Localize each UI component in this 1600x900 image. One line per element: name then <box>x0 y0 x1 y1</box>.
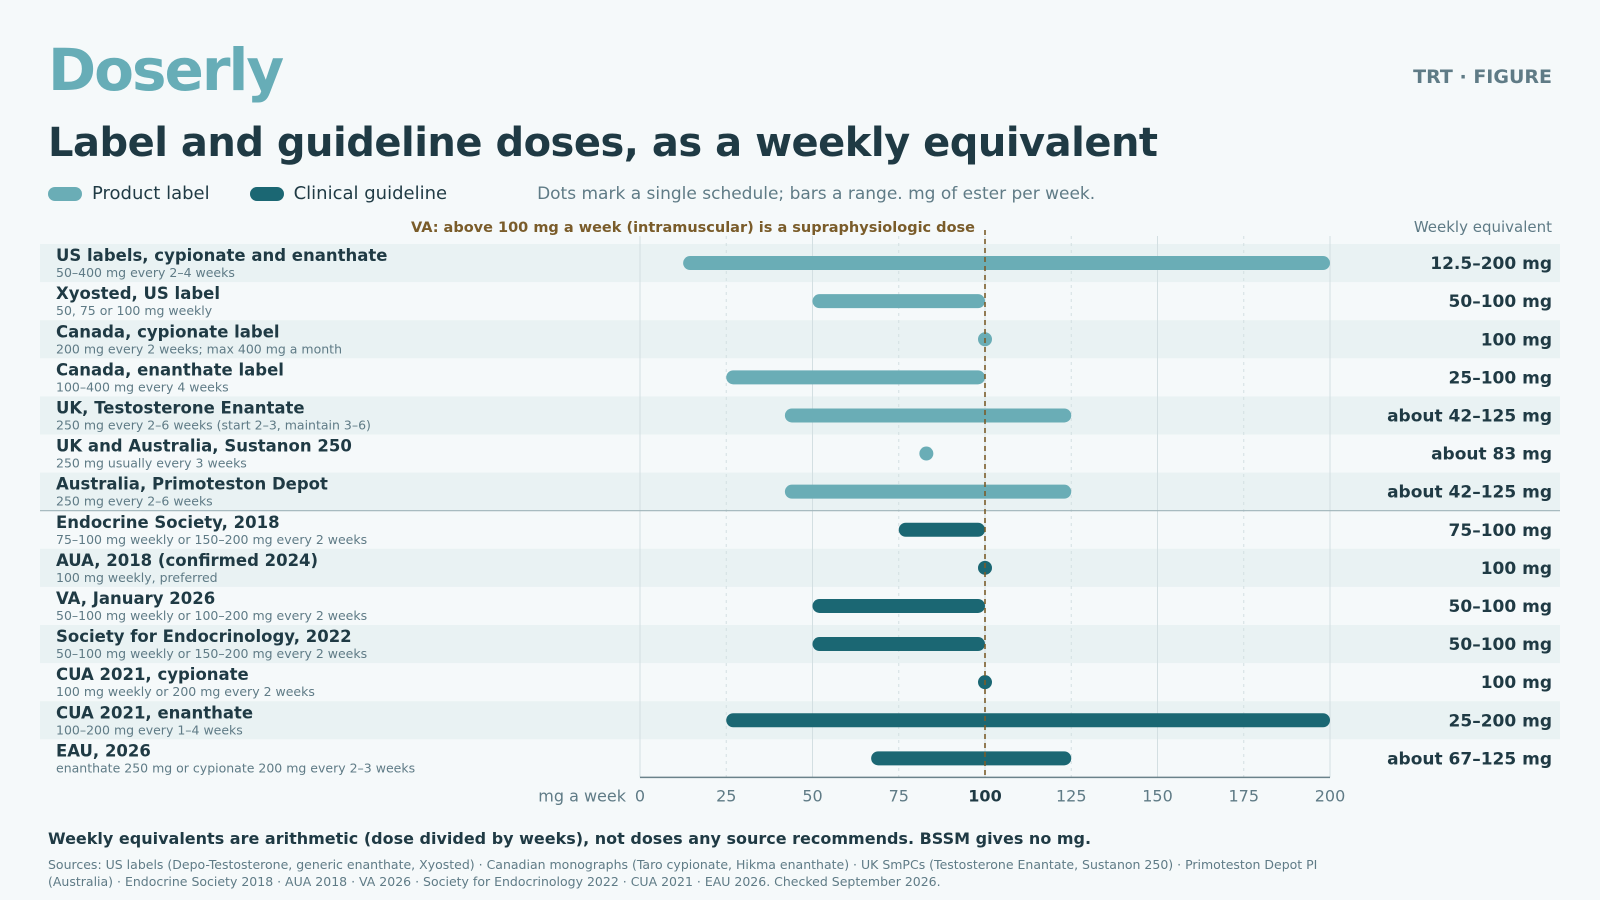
value-label: about 67–125 mg <box>1387 749 1552 769</box>
value-column-header: Weekly equivalent <box>1414 218 1552 236</box>
row-sublabel: 50, 75 or 100 mg weekly <box>56 303 213 318</box>
row-label: Society for Endocrinology, 2022 <box>56 627 352 646</box>
row-label: UK and Australia, Sustanon 250 <box>56 437 352 456</box>
row-label: Endocrine Society, 2018 <box>56 513 280 532</box>
value-label: 50–100 mg <box>1449 635 1552 655</box>
figure-tag: TRT · FIGURE <box>1413 66 1552 88</box>
row-label: CUA 2021, enanthate <box>56 703 253 722</box>
row-stripe <box>40 548 1560 587</box>
data-dot <box>919 446 934 461</box>
row-label: US labels, cypionate and enanthate <box>56 246 387 265</box>
data-bar <box>898 522 985 537</box>
row-label: Canada, cypionate label <box>56 322 280 341</box>
data-bar <box>812 294 985 309</box>
value-label: 100 mg <box>1481 330 1552 350</box>
x-axis-title: mg a week <box>538 786 626 805</box>
value-label: about 42–125 mg <box>1387 483 1552 503</box>
row-label: Xyosted, US label <box>56 284 220 303</box>
legend-swatch-guideline <box>249 186 284 201</box>
data-bar <box>812 598 985 613</box>
value-label: 100 mg <box>1481 559 1552 579</box>
reference-line-label: VA: above 100 mg a week (intramuscular) … <box>411 220 975 236</box>
data-bar <box>726 713 1330 728</box>
legend-note: Dots mark a single schedule; bars a rang… <box>537 183 1096 204</box>
x-tick-label: 175 <box>1228 786 1259 805</box>
row-stripe <box>40 320 1560 359</box>
sources-note: Sources: US labels (Depo-Testosterone, g… <box>48 857 1318 889</box>
x-tick-label: 200 <box>1315 786 1346 805</box>
x-tick-label: 75 <box>889 786 909 805</box>
value-label: about 42–125 mg <box>1387 406 1552 426</box>
value-label: 25–200 mg <box>1449 711 1552 731</box>
row-sublabel: 250 mg usually every 3 weeks <box>56 456 247 471</box>
legend-label-guideline: Clinical guideline <box>293 183 448 204</box>
data-bar <box>784 408 1072 423</box>
data-bar <box>871 751 1072 766</box>
row-label: EAU, 2026 <box>56 741 151 760</box>
row-label: CUA 2021, cypionate <box>56 665 249 684</box>
row-sublabel: 100 mg weekly, preferred <box>56 570 218 585</box>
footnote: Weekly equivalents are arithmetic (dose … <box>48 829 1092 848</box>
legend-item-product: Product label <box>48 183 210 204</box>
value-label: 100 mg <box>1481 673 1552 693</box>
row-sublabel: 100–200 mg every 1–4 weeks <box>56 722 243 737</box>
row-stripe <box>40 625 1560 664</box>
value-label: about 83 mg <box>1431 445 1552 465</box>
x-tick-label: 50 <box>802 786 822 805</box>
row-sublabel: 50–100 mg weekly or 150–200 mg every 2 w… <box>56 646 367 661</box>
value-label: 12.5–200 mg <box>1430 254 1552 274</box>
page-title: Label and guideline doses, as a weekly e… <box>48 120 1158 166</box>
data-bar <box>683 256 1330 271</box>
x-tick-label: 25 <box>716 786 736 805</box>
row-label: UK, Testosterone Enantate <box>56 398 305 417</box>
x-tick-label: 0 <box>635 786 645 805</box>
legend-label-product: Product label <box>92 183 210 204</box>
row-label: AUA, 2018 (confirmed 2024) <box>56 551 318 570</box>
legend: Product label Clinical guideline Dots ma… <box>48 183 1095 204</box>
data-bar <box>726 370 985 385</box>
row-sublabel: enanthate 250 mg or cypionate 200 mg eve… <box>56 760 415 775</box>
data-bar <box>812 637 985 652</box>
row-sublabel: 100–400 mg every 4 weeks <box>56 379 229 394</box>
row-sublabel: 200 mg every 2 weeks; max 400 mg a month <box>56 341 342 356</box>
row-label: Canada, enanthate label <box>56 360 284 379</box>
brand-logo: Doserly <box>48 36 284 104</box>
row-sublabel: 100 mg weekly or 200 mg every 2 weeks <box>56 684 315 699</box>
legend-swatch-product <box>48 186 82 201</box>
value-label: 75–100 mg <box>1449 521 1552 541</box>
x-tick-label: 150 <box>1142 786 1173 805</box>
row-sublabel: 75–100 mg weekly or 150–200 mg every 2 w… <box>56 532 367 547</box>
row-label: Australia, Primoteston Depot <box>56 475 328 494</box>
x-tick-label: 125 <box>1056 786 1087 805</box>
x-tick-label: 100 <box>968 786 1001 805</box>
row-sublabel: 50–100 mg weekly or 100–200 mg every 2 w… <box>56 608 367 623</box>
value-label: 50–100 mg <box>1449 292 1552 312</box>
row-sublabel: 50–400 mg every 2–4 weeks <box>56 265 235 280</box>
row-sublabel: 250 mg every 2–6 weeks <box>56 494 213 509</box>
row-sublabel: 250 mg every 2–6 weeks (start 2–3, maint… <box>56 417 371 432</box>
value-label: 25–100 mg <box>1449 368 1552 388</box>
row-label: VA, January 2026 <box>56 589 215 608</box>
data-bar <box>784 484 1072 499</box>
value-label: 50–100 mg <box>1449 597 1552 617</box>
legend-item-guideline: Clinical guideline <box>249 183 448 204</box>
